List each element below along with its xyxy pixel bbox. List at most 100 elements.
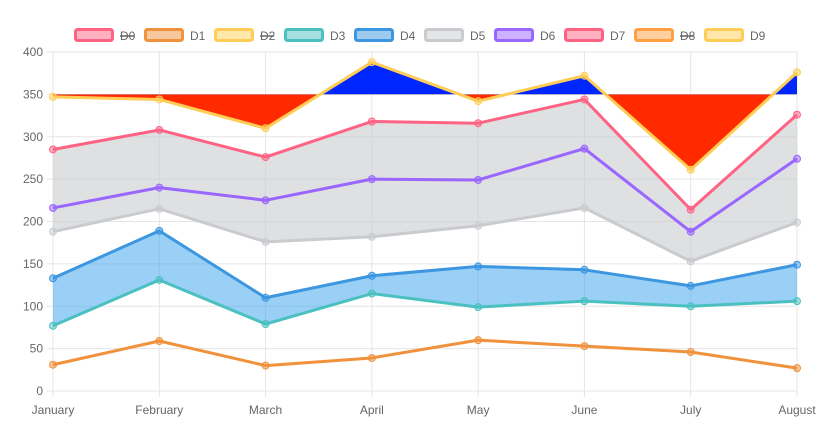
data-point-d1 (261, 361, 270, 370)
series-lines (52, 60, 799, 370)
data-point-d6 (793, 154, 801, 163)
x-tick-label: June (571, 403, 597, 417)
legend-swatch (214, 28, 254, 42)
data-point-d4 (49, 274, 57, 283)
series-line-d6 (52, 147, 798, 234)
legend-swatch (424, 28, 464, 42)
y-tick-label: 100 (23, 299, 43, 313)
x-tick-label: March (249, 403, 282, 417)
data-point-d7 (261, 153, 270, 162)
data-point-d7 (367, 117, 376, 126)
legend-item-d7: D7 (564, 28, 626, 43)
data-point-d9 (793, 68, 801, 77)
legend-item-d1: D1 (144, 28, 206, 43)
data-point-d9 (261, 124, 270, 133)
x-axis: January February March April May June July Augu… (32, 403, 817, 417)
series-line-d7 (52, 97, 798, 212)
legend-swatch (564, 28, 604, 42)
data-point-d7 (474, 119, 483, 128)
legend-label: D3 (330, 29, 346, 43)
x-tick-label: August (778, 403, 816, 417)
y-tick-label: 250 (23, 172, 43, 186)
data-point-d3 (261, 320, 270, 329)
data-point-d5 (155, 204, 164, 213)
data-point-d9 (49, 92, 57, 101)
data-point-d4 (155, 226, 164, 235)
data-point-d4 (261, 293, 270, 302)
legend-label: D4 (400, 29, 416, 43)
data-point-d5 (367, 232, 376, 241)
data-point-d6 (580, 144, 589, 153)
x-tick-label: February (135, 403, 183, 417)
data-point-d1 (367, 353, 376, 362)
data-point-d1 (686, 348, 695, 357)
data-point-d4 (686, 281, 695, 290)
series-line-d1 (52, 338, 798, 370)
data-point-d1 (474, 336, 483, 345)
legend-swatch (354, 28, 394, 42)
y-tick-label: 0 (36, 384, 43, 398)
legend-swatch (144, 28, 184, 42)
data-point-d1 (793, 364, 801, 373)
series-points (49, 58, 801, 373)
data-point-d6 (367, 175, 376, 184)
x-tick-label: April (360, 403, 384, 417)
legend-item-d2: D2 (214, 28, 276, 43)
legend-swatch (634, 28, 674, 42)
data-point-d6 (261, 196, 270, 205)
data-point-d3 (793, 297, 801, 306)
data-point-d9 (474, 97, 483, 106)
data-point-d7 (580, 95, 589, 104)
series-line-d9 (52, 60, 799, 172)
y-tick-label: 350 (23, 87, 43, 101)
legend-label: D1 (190, 29, 206, 43)
y-axis: 0 50 100 150 200 250 300 350 400 (23, 45, 43, 398)
data-point-d4 (367, 271, 376, 280)
legend-item-d4: D4 (354, 28, 416, 43)
legend-label: D7 (610, 29, 626, 43)
data-point-d6 (474, 175, 483, 184)
data-point-d7 (686, 205, 695, 214)
data-point-d1 (580, 342, 589, 351)
data-point-d4 (580, 265, 589, 274)
data-point-d7 (49, 145, 57, 154)
legend-label: D5 (470, 29, 486, 43)
data-point-d4 (474, 262, 483, 271)
data-point-d6 (155, 183, 164, 192)
legend-swatch (284, 28, 324, 42)
legend: D0 D1 D2 D3 D4 D5 D6 D7 D8 D9 (74, 28, 766, 43)
data-point-d9 (367, 58, 376, 67)
series-line-d4 (52, 229, 798, 300)
data-point-d3 (580, 297, 589, 306)
data-point-d9 (686, 165, 695, 174)
data-point-d5 (474, 221, 483, 230)
y-tick-label: 400 (23, 45, 43, 59)
data-point-d1 (155, 336, 164, 345)
data-point-d7 (155, 125, 164, 134)
data-point-d4 (793, 260, 801, 269)
data-point-d7 (793, 110, 801, 119)
y-tick-label: 200 (23, 215, 43, 229)
x-tick-label: July (680, 403, 701, 417)
data-point-d6 (686, 227, 695, 236)
legend-swatch (704, 28, 744, 42)
legend-item-d3: D3 (284, 28, 346, 43)
legend-swatch (74, 28, 114, 42)
data-point-d5 (686, 257, 695, 266)
data-point-d3 (367, 289, 376, 298)
data-point-d6 (49, 203, 57, 212)
legend-label: D6 (540, 29, 556, 43)
data-point-d5 (261, 237, 270, 246)
data-point-d1 (49, 360, 57, 369)
legend-item-d8: D8 (634, 28, 696, 43)
data-point-d3 (686, 302, 695, 311)
y-tick-label: 300 (23, 130, 43, 144)
legend-label: D9 (750, 29, 766, 43)
data-point-d5 (49, 227, 57, 236)
data-point-d9 (580, 71, 589, 80)
legend-swatch (494, 28, 534, 42)
x-tick-label: May (467, 403, 490, 417)
legend-item-d0: D0 (74, 28, 136, 43)
y-tick-label: 50 (30, 342, 44, 356)
